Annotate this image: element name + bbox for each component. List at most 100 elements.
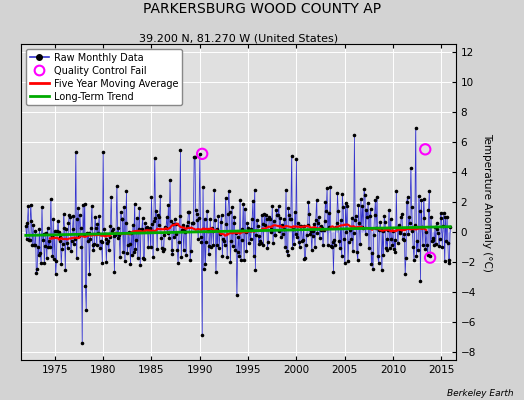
Point (43, 225, 52, 231)
Point (242, 228, 250, 235)
Point (360, 186, 368, 192)
Point (174, 260, 182, 266)
Point (123, 250, 132, 256)
Point (54, 218, 62, 224)
Point (136, 262, 144, 268)
Point (42, 230, 50, 236)
Point (279, 230, 287, 237)
Point (305, 210, 313, 217)
Point (30, 242, 38, 248)
Point (62, 226, 70, 232)
Point (320, 227, 328, 233)
Point (134, 226, 143, 232)
Point (318, 225, 326, 232)
Point (72, 255, 81, 262)
Point (431, 224, 439, 230)
Point (182, 252, 190, 258)
Point (344, 258, 352, 264)
Point (63, 245, 72, 252)
Point (140, 256, 148, 263)
Point (215, 244, 223, 251)
Point (329, 268, 337, 275)
Legend: Raw Monthly Data, Quality Control Fail, Five Year Moving Average, Long-Term Tren: Raw Monthly Data, Quality Control Fail, … (26, 49, 182, 105)
Point (187, 248, 195, 254)
Point (359, 225, 367, 232)
Point (372, 225, 380, 231)
Point (164, 202, 172, 208)
Point (181, 228, 190, 235)
Point (244, 225, 252, 231)
Point (139, 255, 148, 261)
Point (205, 243, 214, 250)
Point (85, 270, 94, 277)
Point (75, 212, 84, 218)
Point (156, 193, 165, 200)
Point (390, 236, 399, 243)
Point (65, 212, 73, 218)
Point (417, 196, 425, 203)
Point (302, 242, 310, 248)
Point (128, 252, 136, 258)
Point (149, 254, 157, 260)
Point (59, 241, 67, 247)
Point (176, 147, 184, 154)
Point (436, 210, 445, 216)
Point (386, 245, 394, 252)
Point (202, 238, 211, 245)
Point (243, 220, 252, 226)
Point (312, 217, 320, 224)
Point (301, 255, 310, 261)
Point (310, 221, 318, 227)
Point (278, 222, 286, 228)
Point (77, 224, 85, 231)
Point (325, 223, 334, 230)
Point (132, 237, 140, 243)
Point (216, 219, 225, 226)
Point (96, 245, 104, 252)
Point (275, 202, 283, 209)
Point (47, 232, 56, 239)
Point (64, 220, 73, 226)
Point (112, 230, 120, 236)
Point (195, 151, 204, 158)
Point (364, 200, 372, 206)
Point (30, 242, 39, 248)
Point (399, 237, 408, 243)
Point (35, 252, 43, 259)
Point (405, 214, 413, 221)
Point (188, 220, 196, 226)
Point (57, 261, 66, 267)
Point (143, 224, 151, 230)
Point (374, 259, 383, 266)
Point (395, 228, 403, 234)
Point (161, 223, 169, 230)
Point (358, 203, 367, 210)
Point (254, 240, 263, 247)
Point (180, 227, 189, 233)
Point (313, 229, 322, 236)
Point (409, 244, 418, 250)
Point (441, 214, 450, 220)
Point (111, 232, 119, 238)
Point (273, 212, 281, 218)
Point (228, 204, 236, 210)
Point (172, 231, 181, 238)
Point (58, 246, 66, 252)
Point (186, 256, 194, 263)
Point (390, 246, 398, 252)
Point (326, 184, 334, 190)
Point (236, 197, 244, 203)
Point (54, 229, 63, 235)
Point (303, 232, 311, 238)
Point (91, 214, 99, 220)
Point (416, 278, 424, 284)
Point (52, 258, 61, 264)
Point (166, 177, 174, 183)
Point (218, 252, 226, 259)
Point (276, 214, 285, 221)
Point (345, 226, 354, 233)
Point (29, 222, 37, 228)
Point (269, 240, 277, 246)
Point (118, 215, 127, 222)
Point (350, 132, 358, 138)
